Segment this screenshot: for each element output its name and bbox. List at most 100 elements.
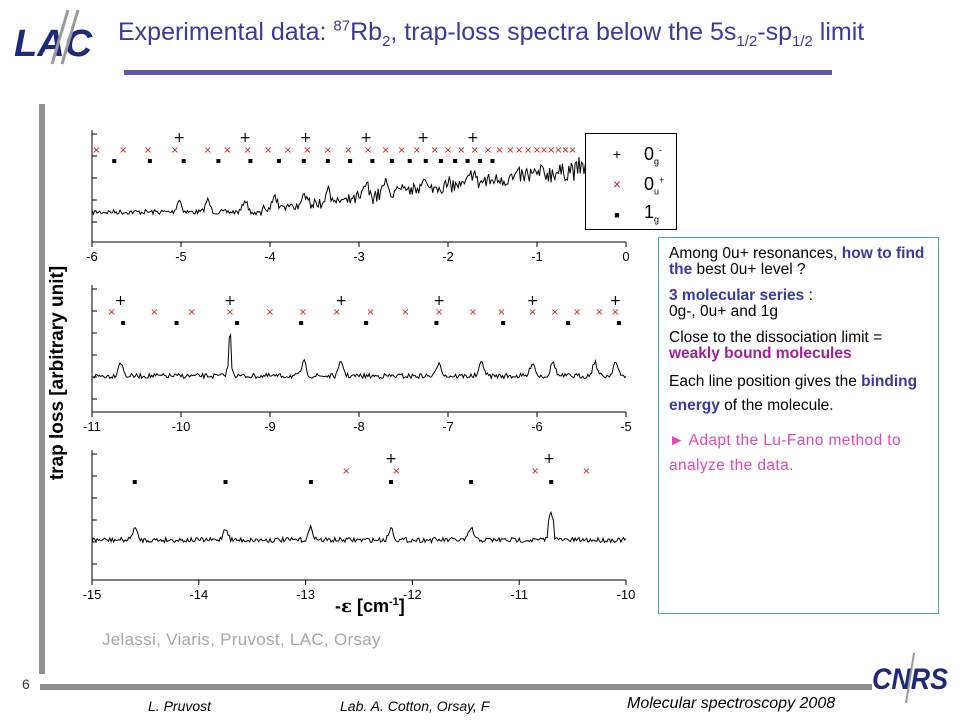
marker-0u: × [401,307,409,318]
note-binding-c: of the molecule. [719,397,834,414]
marker-0u: × [611,307,619,318]
x-label-close: ] [398,596,405,616]
marker-0g: + [360,130,372,146]
x-axis-label: -ε [cm-1] [335,596,405,617]
marker-0u: × [107,307,115,318]
left-decor-bar [39,104,45,674]
marker-0u: × [547,145,555,156]
legend-label-0u-sup: + [659,175,665,185]
note-question-a: Among 0u+ resonances, [669,245,842,262]
marker-0u: × [540,145,548,156]
title-p-sub: 1/2 [792,33,813,50]
spectrum-trace [91,152,627,217]
marker-0u: × [92,145,100,156]
marker-1g [308,480,313,484]
lac-logo: LAC [14,9,93,65]
x-tick-label: -5 [620,419,632,434]
marker-0u: × [284,145,292,156]
marker-0u: × [204,145,212,156]
marker-1g [453,159,458,163]
x-tick-label: -14 [189,587,208,602]
note-lufano: ► Adapt the Lu-Fano method to analyze th… [669,432,902,474]
note-dissociation: Close to the dissociation limit = weakly… [669,330,928,362]
marker-1g [301,159,306,163]
marker-0g: + [417,130,429,146]
marker-1g [490,159,495,163]
slide-title: Experimental data: 87Rb2, trap-loss spec… [118,17,958,50]
notes-box: Among 0u+ resonances, how to find the be… [658,237,939,614]
marker-1g [223,480,228,484]
title-molecule: Rb [350,18,383,46]
legend: + 0g- × 0u+ ■ 1g [585,133,677,230]
footer-lab: Lab. A. Cotton, Orsay, F [340,698,490,714]
marker-0u: × [244,145,252,156]
legend-label-1g-main: 1 [644,202,655,222]
marker-0u: × [561,145,569,156]
marker-0u: × [303,145,311,156]
marker-0u: × [187,307,195,318]
footer-event: Molecular spectroscopy 2008 [627,695,836,712]
x-label-exponent: -1 [388,596,399,608]
marker-0u: × [382,145,390,156]
marker-0u: × [398,145,406,156]
marker-0g: + [239,130,251,146]
marker-0u: × [226,307,234,318]
x-label-minus: - [335,596,341,616]
x-tick-label: -3 [353,249,365,264]
x-tick-label: -13 [296,587,315,602]
marker-1g [501,321,506,325]
marker-0u: × [551,307,559,318]
plus-marker-icon: + [612,146,622,162]
x-tick-label: -5 [175,249,187,264]
x-tick-label: -12 [403,587,422,602]
note-series-highlight: 3 molecular series [669,287,805,304]
marker-1g [465,159,470,163]
marker-0u: × [595,307,603,318]
marker-1g [132,480,137,484]
marker-0g: + [609,293,621,309]
marker-0u: × [469,307,477,318]
x-tick-label: -6 [86,249,98,264]
legend-label-0g-main: 0 [644,144,655,164]
x-tick-label: -2 [442,249,454,264]
marker-1g [389,159,394,163]
square-marker-icon: ■ [614,210,620,220]
marker-0g: + [300,130,312,146]
marker-0u: × [506,145,514,156]
note-question-highlight: how to find the [669,245,925,278]
marker-1g [325,159,330,163]
legend-label-1g-sub: g [654,214,660,225]
marker-0u: × [264,145,272,156]
title-prefix: Experimental data: [118,18,334,46]
cnrs-logo: CNRS [872,652,948,704]
marker-0u: × [533,145,541,156]
marker-1g [248,159,253,163]
marker-0g: + [543,451,555,467]
note-question: Among 0u+ resonances, how to find the be… [669,246,928,278]
footer-author: L. Pruvost [148,698,212,714]
marker-1g [566,321,571,325]
marker-1g [121,321,126,325]
cross-marker-icon: × [612,176,622,192]
marker-0u: × [531,466,539,477]
x-tick-label: -7 [442,419,454,434]
credits: Jelassi, Viaris, Pruvost, LAC, Orsay [102,630,381,649]
x-tick-label: 0 [622,249,629,264]
page-number: 6 [22,676,30,692]
legend-label-0g-sub: g [654,156,660,167]
marker-0g: + [467,130,479,146]
marker-0u: × [266,307,274,318]
marker-0u: × [457,145,465,156]
note-question-c: best 0u+ level ? [692,261,806,278]
marker-0u: × [392,466,400,477]
note-series: 3 molecular series : 0g-, 0u+ and 1g [669,288,928,320]
title-underline [124,70,832,75]
marker-0u: × [144,145,152,156]
legend-label-0g: 0g- [644,144,662,167]
marker-0u: × [366,307,374,318]
x-tick-label: -6 [531,419,543,434]
note-series-list: 0g-, 0u+ and 1g [669,303,779,320]
marker-1g [438,159,443,163]
x-tick-label: -10 [617,587,636,602]
title-isotope: 87 [333,17,351,35]
